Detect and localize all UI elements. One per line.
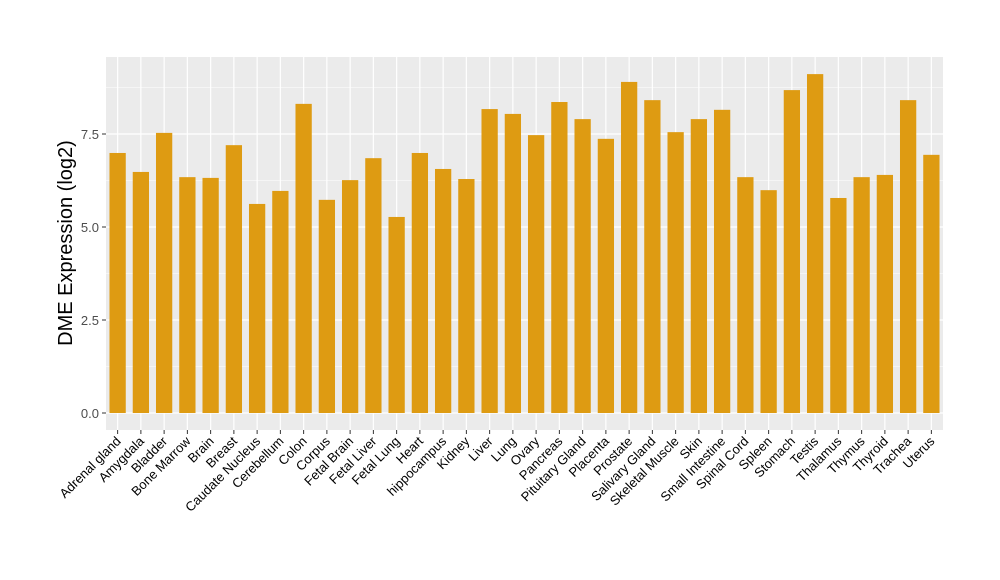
- y-tick-label: 0.0: [81, 406, 99, 421]
- bar-cerebellum: [272, 190, 289, 413]
- bar-thalamus: [830, 197, 847, 413]
- bar-salivary-gland: [644, 100, 661, 413]
- bar-kidney: [458, 179, 475, 413]
- bar-caudate-nucleus: [248, 203, 266, 413]
- y-tick-label: 7.5: [81, 127, 99, 142]
- bar-skeletal-muscle: [667, 132, 684, 413]
- plot-panel: [106, 57, 943, 430]
- x-tick-label: Liver: [465, 433, 496, 464]
- bar-trachea: [899, 100, 917, 413]
- bar-bone-marrow: [179, 177, 196, 413]
- bar-fetal-lung: [388, 216, 405, 413]
- bar-pituitary-gland: [574, 119, 591, 414]
- bars: [109, 74, 940, 414]
- y-axis-label: DME Expression (log2): [55, 140, 77, 346]
- y-tick-label: 5.0: [81, 220, 99, 235]
- bar-heart: [411, 152, 429, 414]
- bar-amygdala: [132, 171, 150, 413]
- bar-skin: [690, 119, 708, 414]
- bar-spleen: [760, 190, 777, 413]
- bar-thyroid: [876, 174, 894, 413]
- bar-adrenal-gland: [109, 152, 126, 414]
- bar-corpus: [318, 199, 336, 413]
- bar-bladder: [155, 132, 173, 413]
- bar-fetal-brain: [341, 180, 359, 413]
- y-axis: 0.0 2.5 5.0 7.5: [81, 127, 106, 421]
- bar-liver: [481, 109, 498, 414]
- bar-stomach: [783, 90, 801, 413]
- bar-uterus: [923, 154, 940, 413]
- bar-colon: [295, 103, 312, 414]
- y-tick-label: 2.5: [81, 313, 99, 328]
- bar-thymus: [853, 177, 870, 413]
- bar-hippocampus: [434, 168, 452, 413]
- bar-brain: [202, 177, 219, 413]
- bar-ovary: [527, 135, 545, 413]
- bar-small-intestine: [713, 109, 731, 413]
- bar-spinal-cord: [737, 177, 754, 413]
- bar-prostate: [620, 81, 638, 414]
- bar-pancreas: [551, 102, 568, 414]
- bar-breast: [225, 145, 243, 413]
- bar-testis: [806, 74, 824, 413]
- bar-fetal-liver: [365, 158, 382, 413]
- bar-lung: [504, 113, 522, 414]
- bar-placenta: [597, 138, 615, 413]
